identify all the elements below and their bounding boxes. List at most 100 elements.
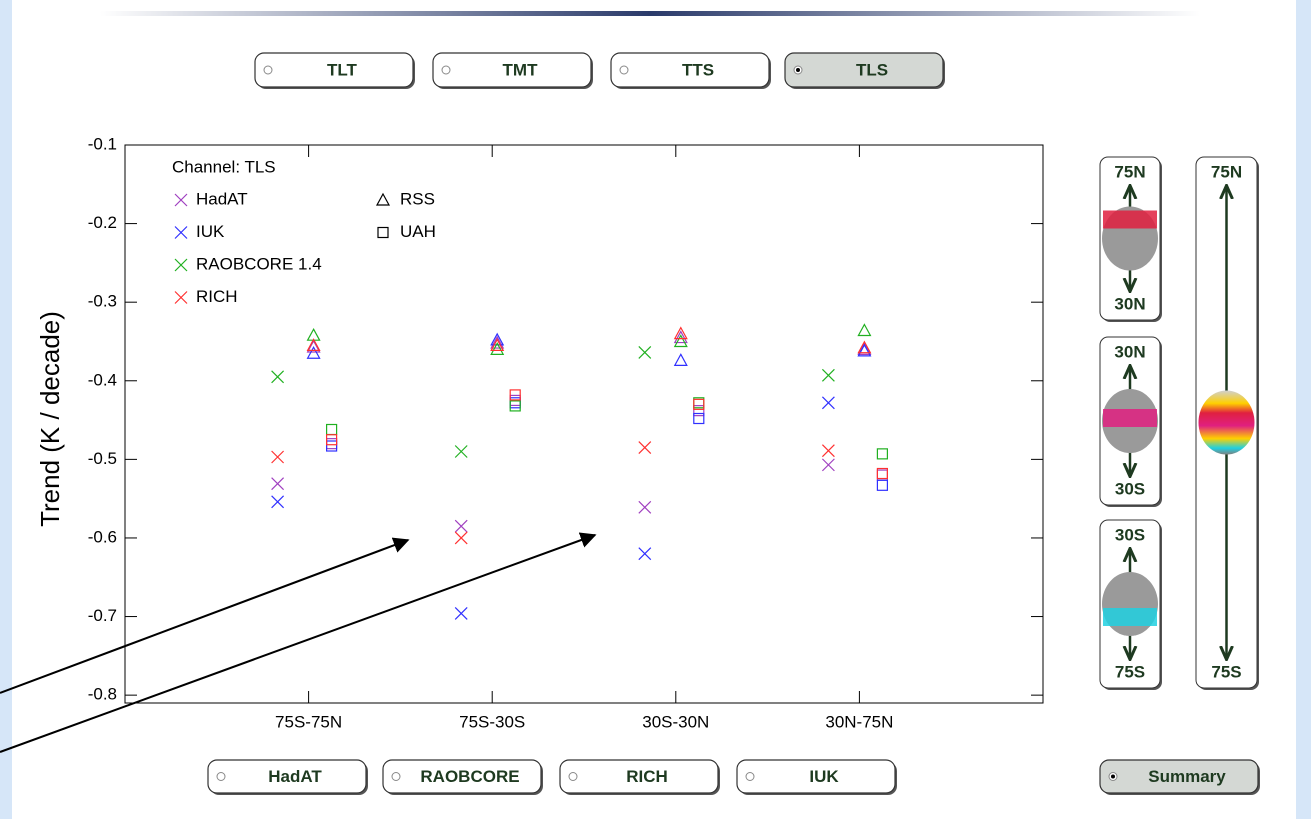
y-tick-label: -0.3	[88, 292, 117, 311]
square-marker	[509, 400, 521, 412]
cross-marker	[454, 445, 468, 458]
legend-marker	[377, 226, 389, 239]
triangle-marker	[857, 323, 872, 337]
radio-button[interactable]: RAOBCORE	[382, 759, 543, 795]
radio-button[interactable]: TMT	[432, 52, 593, 89]
radio-button[interactable]: TLS	[784, 52, 945, 89]
button-label: TTS	[682, 60, 714, 79]
legend-label: RAOBCORE 1.4	[196, 254, 322, 273]
button-body	[736, 759, 896, 794]
arrow	[0, 537, 410, 694]
radio-button[interactable]: IUK	[736, 759, 897, 795]
legend-marker	[375, 192, 391, 206]
cross-marker	[454, 606, 468, 620]
top-rule	[100, 11, 1200, 16]
globe-band	[1103, 409, 1157, 427]
region-bottom: 30N	[1114, 294, 1145, 313]
region-button[interactable]: 30N 30S	[1099, 336, 1162, 507]
button-body	[382, 759, 542, 794]
triangle-marker	[673, 330, 688, 344]
region-top: 75N	[1211, 162, 1242, 181]
cross-marker	[454, 519, 468, 533]
button-label: IUK	[809, 767, 839, 786]
button-body	[784, 52, 944, 88]
cross-marker	[271, 370, 285, 384]
button-body	[559, 759, 719, 794]
radio	[568, 772, 578, 781]
region-button[interactable]: 75N 30N	[1099, 156, 1162, 322]
y-tick-label: -0.1	[88, 134, 117, 153]
region-bottom: 75S	[1115, 662, 1145, 681]
globe	[1102, 572, 1158, 636]
button-label: TMT	[503, 60, 539, 79]
x-tick-label: 75S-30S	[459, 712, 525, 731]
triangle-marker	[306, 339, 321, 353]
cross-marker	[821, 444, 835, 458]
square-marker	[693, 398, 705, 410]
cross-marker	[821, 458, 835, 472]
button-body	[610, 52, 770, 88]
region-top: 30S	[1115, 525, 1145, 544]
region-button[interactable]: 30S 75S	[1099, 519, 1162, 690]
square-marker	[876, 479, 889, 491]
legend-marker	[174, 258, 188, 272]
y-tick-label: -0.6	[88, 527, 117, 546]
square-marker	[326, 434, 338, 446]
square-marker	[876, 448, 889, 460]
button-body	[254, 52, 414, 88]
triangle-marker	[673, 353, 688, 366]
square-marker	[509, 389, 521, 401]
triangle-marker	[490, 332, 505, 346]
radio	[745, 772, 755, 781]
radio-button[interactable]: RICH	[559, 759, 720, 795]
legend-label: HadAT	[196, 189, 248, 208]
y-tick-label: -0.5	[88, 449, 117, 468]
radio-dot	[1111, 774, 1115, 779]
panel	[12, 0, 1296, 819]
cross-marker	[821, 368, 835, 382]
button-label: TLT	[327, 60, 358, 79]
radio-button[interactable]: HadAT	[207, 759, 368, 795]
legend-label: RICH	[196, 287, 238, 306]
triangle-marker	[673, 334, 688, 348]
cross-marker	[271, 477, 285, 491]
triangle-marker	[857, 340, 872, 354]
region-top: 30N	[1114, 342, 1145, 361]
radio-button[interactable]: Summary	[1099, 759, 1260, 795]
y-tick-label: -0.7	[88, 606, 117, 625]
button-body	[207, 759, 367, 794]
radio-button[interactable]: TTS	[610, 52, 771, 89]
radio	[216, 772, 226, 781]
arrow	[0, 532, 597, 753]
y-tick-label: -0.2	[88, 213, 117, 232]
legend-title: Channel: TLS	[172, 157, 276, 176]
radio	[619, 65, 629, 75]
controls: TLT TMT TTS TLS HadAT RAOBCORE RICH IUK Summary 7…	[207, 52, 1260, 795]
cross-marker	[638, 500, 652, 514]
legend-label: IUK	[196, 222, 225, 241]
legend-label: RSS	[400, 189, 435, 208]
cross-marker	[271, 450, 285, 464]
radio	[441, 65, 451, 75]
region-button[interactable]: 75N 75S	[1195, 156, 1259, 690]
cross-marker	[638, 441, 652, 455]
x-tick-label: 30N-75N	[825, 712, 893, 731]
legend-marker	[174, 226, 188, 239]
x-tick-label: 75S-75N	[275, 712, 342, 731]
radio	[263, 65, 273, 75]
region-bottom: 30S	[1115, 479, 1145, 498]
button-label: Summary	[1148, 767, 1226, 786]
radio-dot	[796, 68, 800, 72]
legend-label: UAH	[400, 222, 436, 241]
y-tick-label: -0.4	[88, 370, 117, 389]
cross-marker	[638, 346, 652, 359]
chart: -0.1 -0.2 -0.3 -0.4 -0.5 -0.6 -0.7 -0.8 Trend (K…	[35, 134, 1044, 731]
button-label: TLS	[856, 60, 888, 79]
radio-button[interactable]: TLT	[254, 52, 415, 89]
globe-band	[1103, 210, 1157, 229]
triangle-marker	[857, 343, 872, 357]
radio	[391, 772, 401, 781]
triangle-marker	[857, 342, 872, 355]
